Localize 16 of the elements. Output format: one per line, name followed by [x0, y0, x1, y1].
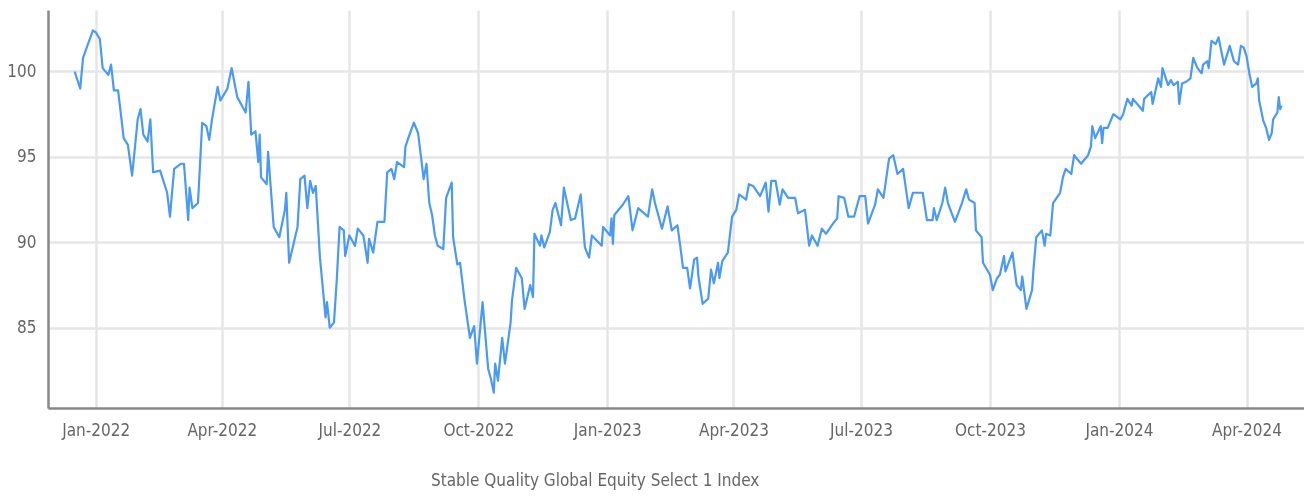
x-tick-label: Oct-2022: [443, 419, 515, 440]
x-tick-label: Apr-2024: [1212, 419, 1282, 440]
x-tick-label: Jul-2022: [317, 419, 382, 440]
x-tick-label: Jan-2022: [61, 419, 131, 440]
y-tick-label: 100: [7, 60, 37, 81]
y-tick-label: 90: [17, 231, 37, 252]
line-series: [73, 29, 1283, 394]
x-tick-label: Jan-2023: [572, 419, 642, 440]
y-tick-label: 85: [17, 317, 37, 338]
text: Stable Quality Global Equity Select 1 Index: [431, 469, 760, 490]
x-tick-label: Apr-2022: [187, 419, 258, 440]
x-tick-label: Jul-2023: [829, 419, 893, 440]
x-tick-label: Jan-2024: [1084, 419, 1154, 440]
x-tick-label: Apr-2023: [699, 419, 769, 440]
x-tick-label: Oct-2023: [955, 419, 1026, 440]
y-tick-label: 95: [17, 146, 37, 167]
